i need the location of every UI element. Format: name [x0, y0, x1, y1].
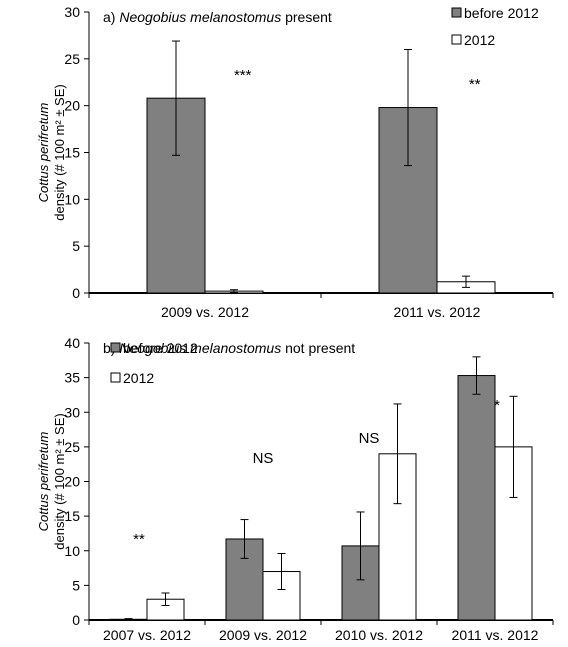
- y-tick-label: 10: [64, 191, 80, 207]
- panel-title-prefix: a): [103, 9, 119, 25]
- category-label: 2010 vs. 2012: [335, 627, 423, 643]
- y-tick-label: 35: [64, 370, 80, 386]
- legend-swatch: [110, 372, 121, 383]
- y-tick-label: 0: [72, 612, 80, 628]
- significance-label: **: [469, 76, 481, 93]
- legend-label: 2012: [123, 370, 154, 386]
- significance-label: *: [494, 397, 500, 414]
- legend-swatch: [451, 7, 462, 18]
- category-label: 2009 vs. 2012: [219, 627, 307, 643]
- y-tick-label: 25: [64, 51, 80, 67]
- y-tick-label: 5: [72, 238, 80, 254]
- panel-a: 0 5 10 15 20 25 30 *** 2009 vs. 2012 ** 2011 vs. 2…: [36, 4, 554, 320]
- panel-title-suffix: present: [281, 9, 332, 25]
- panel-title-suffix: not present: [281, 340, 355, 356]
- y-tick-label: 15: [64, 145, 80, 161]
- y-axis-label-species: Cottus perifretum: [36, 431, 51, 531]
- category-label: 2009 vs. 2012: [161, 304, 249, 320]
- category-label: 2011 vs. 2012: [394, 304, 481, 320]
- category-label: 2007 vs. 2012: [103, 627, 191, 643]
- significance-label: **: [133, 531, 145, 548]
- y-tick-label: 30: [64, 4, 80, 20]
- category-label: 2011 vs. 2012: [452, 627, 539, 643]
- y-tick-label: 15: [64, 508, 80, 524]
- y-axis-label-unit: density (# 100 m² ± SE): [52, 84, 67, 220]
- legend-swatch: [110, 342, 121, 353]
- y-tick-label: 25: [64, 439, 80, 455]
- legend-label: 2012: [464, 32, 495, 48]
- panel-title-species: Neogobius melanostomus: [119, 9, 281, 25]
- y-axis-label-unit: density (# 100 m² ± SE): [52, 413, 67, 549]
- y-tick-label: 10: [64, 543, 80, 559]
- panel-title-species: Neogobius melanostomus: [119, 340, 281, 356]
- y-tick-label: 20: [64, 474, 80, 490]
- legend-swatch: [451, 34, 462, 45]
- significance-label: NS: [253, 450, 274, 467]
- bar-before-2012: [457, 375, 496, 621]
- significance-label: NS: [359, 430, 380, 447]
- y-tick-label: 0: [72, 285, 80, 301]
- y-tick-label: 5: [72, 577, 80, 593]
- y-tick-label: 40: [64, 335, 80, 351]
- significance-label: ***: [234, 67, 252, 84]
- legend-label: before 2012: [123, 340, 198, 356]
- y-tick-label: 20: [64, 98, 80, 114]
- panel-b: 0 5 10 15 20 25 30 35 40 ** 2007 vs. 2012 NS 2009 vs…: [36, 335, 554, 643]
- panel-title: a) Neogobius melanostomus present: [103, 9, 332, 25]
- legend-label: before 2012: [464, 5, 539, 21]
- y-axis-label-species: Cottus perifretum: [36, 102, 51, 202]
- y-tick-label: 30: [64, 404, 80, 420]
